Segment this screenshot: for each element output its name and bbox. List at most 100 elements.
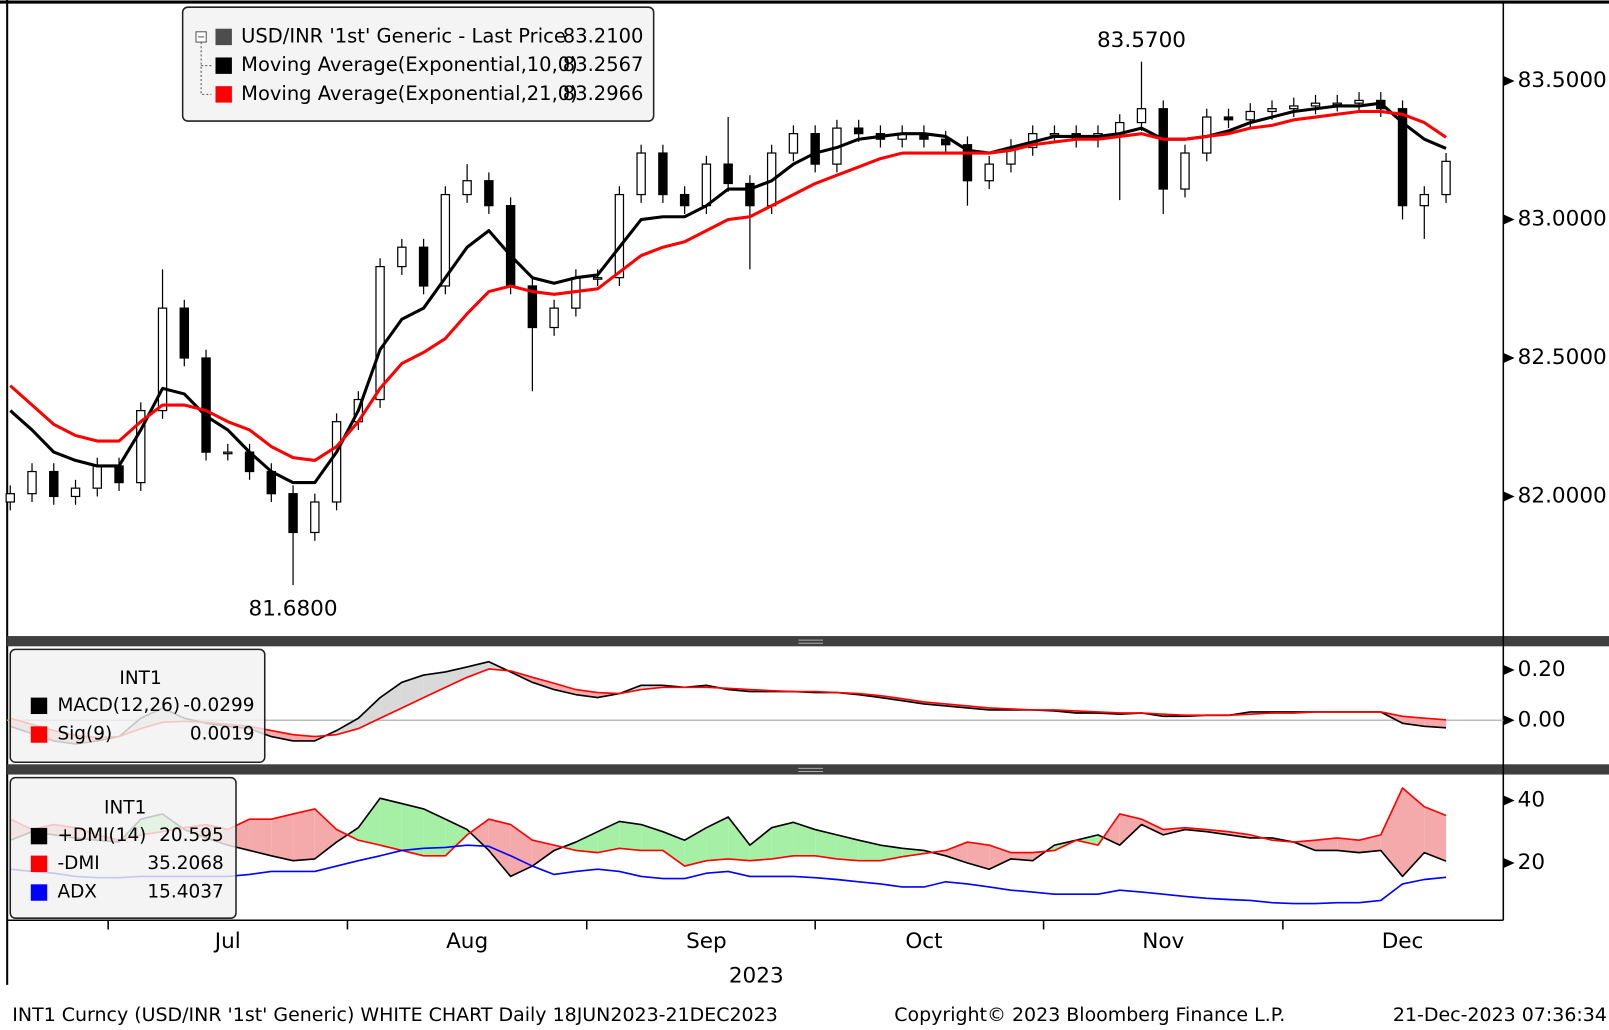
fill-area bbox=[1315, 837, 1338, 851]
candle-body bbox=[940, 138, 951, 146]
candle-body bbox=[679, 193, 690, 207]
x-tick-label: Aug bbox=[446, 929, 488, 954]
fill-area bbox=[271, 730, 294, 741]
candle-body bbox=[136, 409, 146, 484]
x-axis-label: 2023 bbox=[729, 964, 784, 989]
fill-area bbox=[467, 661, 489, 678]
candle-body bbox=[1354, 99, 1364, 104]
candle-body bbox=[418, 246, 429, 287]
fill-area bbox=[380, 682, 402, 719]
legend-swatch bbox=[30, 827, 48, 845]
y-tick-mark bbox=[1503, 795, 1515, 806]
series-line bbox=[9, 787, 1447, 867]
y-tick-label: 83.0000 bbox=[1518, 207, 1607, 232]
candle-body bbox=[462, 180, 472, 196]
y-tick-mark bbox=[1503, 715, 1515, 726]
legend-value: 83.2100 bbox=[563, 24, 644, 47]
legend-value: 83.2567 bbox=[563, 53, 644, 76]
candle-body bbox=[484, 180, 494, 207]
legend-swatch bbox=[215, 86, 232, 103]
candle-body bbox=[157, 307, 168, 412]
legend-value: 0.0019 bbox=[190, 724, 255, 745]
candle-body bbox=[114, 465, 124, 484]
fill-area bbox=[470, 819, 489, 851]
candle-body bbox=[1158, 108, 1168, 190]
legend-title: INT1 bbox=[104, 797, 146, 818]
candle-body bbox=[375, 265, 385, 401]
y-tick-label: 0.00 bbox=[1518, 707, 1566, 732]
series-line bbox=[10, 844, 1447, 905]
fill-area bbox=[1103, 813, 1120, 846]
candle-body bbox=[1267, 108, 1277, 113]
fill-area bbox=[880, 845, 903, 861]
fill-area bbox=[967, 842, 990, 870]
legend-label: -DMI bbox=[57, 853, 99, 874]
legend-title: INT1 bbox=[119, 668, 161, 689]
x-tick-label: Dec bbox=[1382, 929, 1424, 954]
fill-area bbox=[575, 831, 598, 853]
fill-area bbox=[445, 666, 468, 688]
x-tick-label: Oct bbox=[905, 929, 942, 954]
fill-area bbox=[554, 683, 576, 695]
legend-swatch bbox=[215, 57, 232, 74]
legend-swatch bbox=[30, 884, 48, 901]
candle-body bbox=[331, 421, 342, 503]
candle-body bbox=[527, 285, 538, 329]
candle-body bbox=[49, 470, 59, 498]
legend-swatch bbox=[30, 726, 48, 743]
candle-body bbox=[788, 133, 799, 154]
candle-body bbox=[984, 163, 994, 182]
candle-body bbox=[179, 307, 190, 359]
y-tick-label: 40 bbox=[1518, 787, 1545, 812]
legend-box bbox=[9, 776, 237, 919]
candle-body bbox=[310, 501, 320, 534]
x-tick-label: Sep bbox=[686, 929, 727, 954]
candle-body bbox=[288, 493, 298, 534]
candle-body bbox=[201, 357, 211, 453]
legend-value: -0.0299 bbox=[183, 695, 254, 716]
candle-body bbox=[27, 470, 37, 495]
footer-right: 21-Dec-2023 07:36:34 bbox=[1393, 1004, 1607, 1026]
y-tick-label: 20 bbox=[1518, 850, 1545, 875]
y-tick-mark bbox=[1503, 75, 1515, 87]
candle-body bbox=[614, 193, 625, 279]
fill-area bbox=[836, 834, 859, 861]
candle-body bbox=[636, 152, 646, 196]
fill-area bbox=[1424, 806, 1447, 862]
fill-area bbox=[314, 808, 337, 859]
fill-area bbox=[815, 829, 837, 859]
y-tick-mark bbox=[1503, 857, 1515, 869]
fill-area bbox=[336, 718, 359, 735]
candle-body bbox=[505, 205, 516, 287]
candle-body bbox=[266, 470, 277, 495]
candle-body bbox=[1397, 108, 1408, 207]
fill-area bbox=[1119, 813, 1142, 846]
legend-tree bbox=[200, 42, 212, 95]
annotation: 81.6800 bbox=[249, 597, 338, 622]
candle-body bbox=[1180, 152, 1190, 190]
legend-value: 35.2068 bbox=[147, 853, 223, 874]
y-tick-label: 82.0000 bbox=[1518, 483, 1607, 508]
candle-body bbox=[223, 451, 233, 455]
panel-divider bbox=[7, 764, 1609, 775]
legend-box bbox=[181, 6, 655, 122]
candle-body bbox=[397, 246, 407, 268]
y-tick-label: 82.5000 bbox=[1518, 345, 1607, 370]
fill-area bbox=[532, 840, 555, 867]
fill-area bbox=[662, 831, 685, 867]
y-tick-mark bbox=[1503, 352, 1515, 364]
panel-divider bbox=[7, 636, 1609, 647]
candle-body bbox=[745, 182, 755, 207]
candle-body bbox=[92, 465, 102, 489]
legend-label: Moving Average(Exponential,21,0) bbox=[241, 82, 578, 105]
fill-area bbox=[401, 803, 424, 856]
fill-area bbox=[858, 840, 881, 861]
fill-area bbox=[771, 822, 794, 859]
fill-area bbox=[380, 798, 402, 851]
legend-value: 83.2966 bbox=[563, 82, 644, 105]
fill-area bbox=[1402, 787, 1425, 877]
fill-area bbox=[706, 817, 729, 861]
fill-area bbox=[641, 824, 663, 851]
candle-body bbox=[440, 193, 451, 287]
